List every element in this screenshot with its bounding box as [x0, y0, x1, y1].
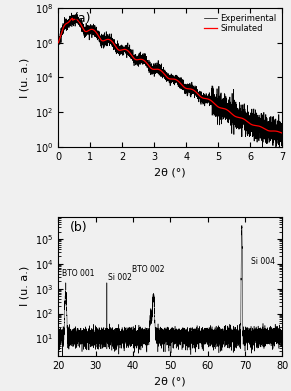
Text: BTO 001: BTO 001 [62, 269, 95, 278]
Legend: Experimental, Simulated: Experimental, Simulated [203, 12, 278, 35]
Experimental [152, 67, 156, 72]
Simulated [71, 16, 74, 21]
Experimental [57, 39, 60, 44]
Text: Si 002: Si 002 [108, 273, 132, 282]
Experimental [262, 121, 266, 126]
Y-axis label: I (u. a.): I (u. a.) [19, 266, 29, 306]
Experimental [163, 68, 166, 72]
Experimental [281, 143, 284, 148]
Simulated [219, 106, 223, 110]
Experimental [274, 128, 277, 133]
Experimental [151, 66, 154, 70]
Experimental [219, 108, 223, 112]
X-axis label: 2θ (°): 2θ (°) [155, 376, 186, 386]
Simulated [262, 126, 266, 131]
Text: Si 004: Si 004 [251, 257, 274, 266]
Experimental [261, 145, 264, 149]
Line: Experimental: Experimental [58, 13, 282, 147]
Simulated [274, 129, 277, 133]
X-axis label: 2θ (°): 2θ (°) [155, 167, 186, 178]
Simulated [281, 131, 284, 136]
Simulated [57, 40, 60, 45]
Simulated [163, 72, 166, 77]
Simulated [152, 67, 156, 72]
Line: Simulated: Simulated [58, 18, 282, 133]
Simulated [151, 67, 154, 72]
Text: BTO 002: BTO 002 [132, 265, 164, 274]
Y-axis label: I (u. a.): I (u. a.) [19, 57, 29, 97]
Experimental [70, 11, 73, 15]
Text: (a): (a) [74, 12, 91, 25]
Text: (b): (b) [70, 221, 87, 234]
